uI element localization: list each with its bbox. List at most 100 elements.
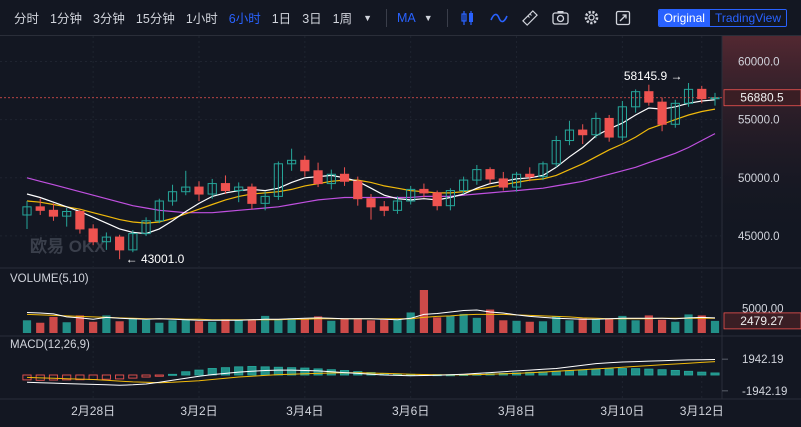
volume-panel-label: VOLUME(5,10) (10, 273, 89, 285)
macd-histogram-bar (154, 374, 164, 377)
volume-bar (353, 319, 362, 333)
macd-histogram-bar (287, 367, 297, 376)
macd-dea-line (26, 361, 716, 384)
macd-histogram-bar (657, 369, 667, 376)
candle-body (220, 183, 231, 192)
candle-body (167, 191, 178, 202)
candle (551, 135, 561, 168)
macd-histogram-bar (194, 369, 204, 376)
timeframe-0[interactable]: 分时 (14, 12, 40, 26)
volume-bar (62, 322, 71, 333)
candle (141, 217, 151, 236)
candle-body (657, 101, 667, 125)
candle-body (538, 163, 548, 178)
candle (35, 198, 45, 215)
macd-panel-label: MACD(12,26,9) (10, 339, 90, 351)
macd-histogram-bar (683, 370, 694, 376)
volume-bar (538, 321, 548, 333)
candle (75, 209, 85, 234)
timeframe-3[interactable]: 15分钟 (135, 12, 175, 26)
candle-body (551, 140, 561, 165)
volume-value-label: 2479.27 (740, 314, 784, 328)
macd-histogram-bar (617, 368, 627, 376)
macd-histogram-bar (710, 372, 720, 376)
volume-bar (247, 319, 257, 333)
macd-tick-label: -1942.19 (742, 386, 787, 398)
macd-dif-line (26, 359, 716, 386)
view-tradingview-button[interactable]: TradingView (709, 10, 786, 26)
time-tick-label: 3月12日 (680, 404, 724, 418)
timeframe-dropdown-icon[interactable]: ▼ (363, 12, 373, 23)
volume-bar (168, 320, 177, 333)
candle-body (194, 186, 204, 195)
volume-bar (459, 313, 468, 333)
line-type-icon[interactable] (489, 8, 509, 28)
chart-canvas[interactable]: 60000.0 55000.0 50000.0 45000.0 2月28日 3月2日 3月4… (0, 36, 801, 427)
volume-bar (578, 318, 587, 333)
candle (220, 175, 231, 195)
candle-body (432, 192, 442, 207)
candle-body (485, 169, 495, 180)
macd-histogram-bar (128, 374, 138, 379)
candle-body (525, 173, 535, 178)
candle-body (247, 186, 257, 204)
price-tick-label: 60000.0 (738, 56, 780, 68)
candle-body (22, 206, 32, 216)
candle-body (683, 88, 694, 104)
candle (644, 84, 654, 106)
timeframe-7[interactable]: 3日 (302, 12, 322, 26)
candle (631, 89, 641, 113)
timeframe-5[interactable]: 6小时 (228, 12, 261, 26)
macd-histogram-bar (644, 368, 654, 376)
timeframe-6[interactable]: 1日 (271, 12, 292, 26)
volume-bar (234, 320, 243, 333)
volume-bar (261, 315, 270, 333)
timeframe-2[interactable]: 3分钟 (92, 12, 125, 26)
candle-body (141, 220, 151, 235)
volume-bar (657, 319, 667, 333)
macd-histogram-bar (181, 371, 191, 376)
volume-ma5-line (26, 309, 716, 321)
candle-type-icon[interactable] (458, 8, 478, 28)
candle (459, 176, 469, 195)
fullscreen-icon[interactable] (613, 8, 633, 28)
candle (419, 183, 429, 198)
candle (525, 167, 535, 182)
volume-bar (194, 321, 204, 333)
settings-icon[interactable] (582, 8, 602, 28)
volume-bar (366, 320, 376, 333)
volume-bar (102, 315, 111, 333)
volume-bar (181, 319, 190, 333)
time-tick-label: 2月28日 (71, 404, 115, 418)
candle-body (445, 190, 455, 207)
indicator-ma-button[interactable]: MA (397, 10, 416, 25)
ruler-icon[interactable] (520, 8, 540, 28)
high-price-annotation: 58145.9 → (624, 69, 683, 83)
volume-bar (89, 321, 98, 333)
candle-body (300, 159, 310, 172)
watermark-logo: 欧易 OKX (30, 236, 106, 256)
time-tick-label: 3月8日 (498, 404, 535, 418)
camera-icon[interactable] (551, 8, 571, 28)
candle-body (472, 169, 482, 181)
timeframe-1[interactable]: 1分钟 (50, 12, 82, 26)
view-original-button[interactable]: Original (658, 10, 710, 26)
timeframe-4[interactable]: 1小时 (185, 12, 218, 26)
volume-bar (499, 320, 508, 333)
candle-body (379, 206, 389, 211)
candle (498, 171, 508, 191)
volume-bar (75, 315, 85, 333)
indicator-dropdown-icon[interactable]: ▼ (423, 12, 433, 23)
timeframe-list: 分时 1分钟 3分钟 15分钟 1小时 6小时 1日 3日 1周 (14, 8, 363, 27)
low-price-annotation: ← 43001.0 (126, 252, 185, 266)
candle (115, 234, 125, 260)
timeframe-8[interactable]: 1周 (332, 12, 353, 26)
volume-bar (512, 320, 521, 333)
candle-body (326, 173, 336, 185)
candle (234, 182, 244, 203)
candle-body (511, 173, 522, 188)
candle-body (128, 233, 138, 251)
volume-bar (340, 318, 349, 333)
volume-bar (605, 318, 614, 333)
time-tick-label: 3月4日 (286, 404, 323, 418)
